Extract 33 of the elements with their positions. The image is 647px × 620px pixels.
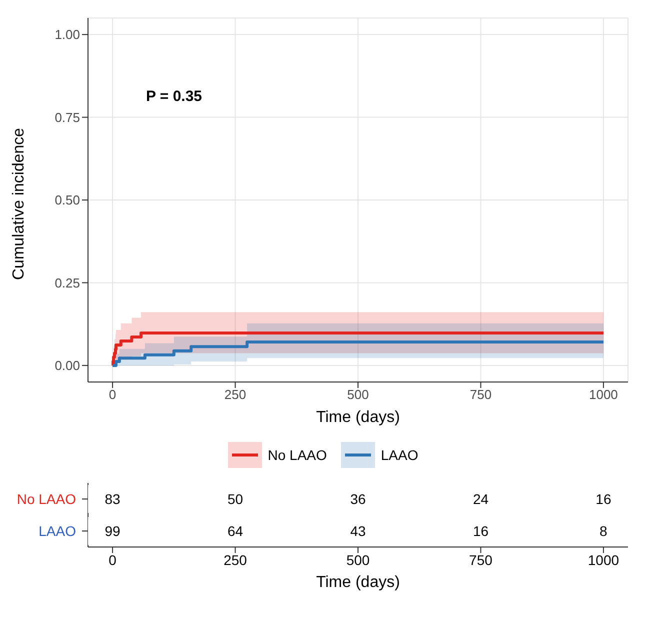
x-tick-label: 250	[224, 387, 246, 402]
x-tick-label: 0	[108, 387, 116, 402]
y-axis-title: Cumulative incidence	[10, 128, 28, 280]
y-tick-label: 1.00	[54, 27, 80, 42]
x-tick-label: 500	[347, 387, 369, 402]
legend-label: No LAAO	[268, 447, 327, 463]
y-tick-label: 0.25	[54, 275, 80, 290]
legend-label: LAAO	[380, 447, 418, 463]
data-label: 16	[596, 491, 612, 507]
x-axis-title: Time (days)	[315, 573, 401, 593]
data-label: 36	[350, 491, 366, 507]
y-tick-label: No LAAO	[16, 491, 76, 507]
x-tick-label: 1000	[588, 387, 618, 402]
x-tick-label: 750	[470, 387, 492, 402]
y-tick-label: 0.75	[54, 110, 80, 125]
x-tick-label: 750	[469, 552, 493, 568]
y-tick-label: LAAO	[38, 523, 76, 539]
data-label: 64	[227, 523, 244, 539]
data-label: 16	[472, 523, 489, 539]
y-tick-label: 0.50	[54, 192, 80, 208]
annotation: P = 0.35	[146, 88, 202, 105]
data-label: 24	[472, 491, 489, 507]
data-label: 83	[104, 491, 121, 507]
data-label: 99	[104, 523, 121, 539]
x-tick-label: 500	[346, 552, 370, 568]
data-label: 43	[350, 523, 366, 539]
y-tick-label: 0.00	[54, 358, 80, 374]
x-axis-title: Time (days)	[315, 408, 401, 428]
data-label: 8	[600, 523, 608, 539]
x-tick-label: 0	[108, 552, 117, 568]
x-tick-label: 1000	[588, 552, 620, 568]
data-label: 50	[227, 491, 244, 507]
x-tick-label: 250	[224, 552, 248, 568]
